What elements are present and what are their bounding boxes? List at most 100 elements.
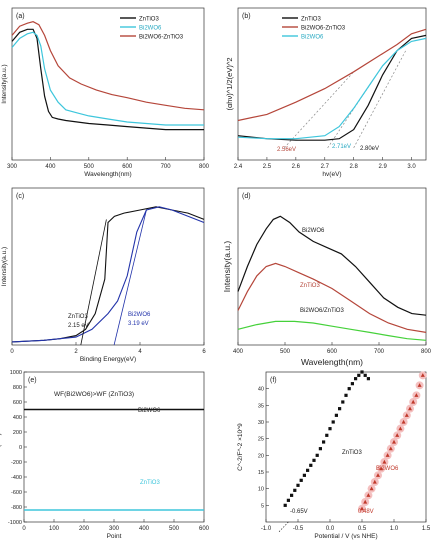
panel-label: (c) xyxy=(16,193,24,200)
panel-label: (e) xyxy=(28,377,37,384)
plot-frame xyxy=(11,7,205,161)
panel-label: (b) xyxy=(242,13,251,20)
x-tick-label: 400 xyxy=(45,164,56,170)
data-point-biwo xyxy=(376,473,380,477)
panel-d: 400 500 600 700 800 Wavelength(nm) Intensity(a… xyxy=(222,187,431,367)
panel-label: (a) xyxy=(16,13,25,20)
y-axis-label: (αhν)^1/2(eV)^2 xyxy=(225,57,234,110)
y-tick-label: -400 xyxy=(11,475,22,481)
data-point-znti xyxy=(325,433,329,437)
y-tick-label: -1000 xyxy=(8,520,22,526)
data-point-biwo xyxy=(420,373,425,377)
series-line-composite xyxy=(11,21,205,111)
legend-entry: Bi2WO6 xyxy=(301,35,324,41)
panel-c: 0 2 4 6 Binding Energy(eV) Intensity(a.u.) (c)… xyxy=(1,187,206,363)
data-point-znti xyxy=(328,427,332,431)
data-point-biwo xyxy=(388,446,393,451)
x-tick-label: 700 xyxy=(374,349,385,355)
annotation-label: ZnTiO3 xyxy=(68,314,88,320)
tangent-line xyxy=(353,50,407,149)
series-line-biwo xyxy=(237,215,427,316)
panel-e: 0 100 200 300 400 500 600 -1000 -800 -600 -400 -200… xyxy=(0,370,210,540)
y-axis-label: Intensity(a.u.) xyxy=(1,247,8,286)
bandgap-annotation: 2.80eV xyxy=(360,146,379,152)
data-point-znti xyxy=(293,488,297,492)
x-tick-label: -1.0 xyxy=(261,526,272,532)
x-tick-label: 2.5 xyxy=(263,164,272,170)
data-point-znti xyxy=(357,373,361,377)
x-axis-label: Wavelength(nm) xyxy=(84,171,131,178)
panel-f: -1.0 -0.5 0.0 0.5 1.0 1.5 5 10 15 20 25 30 35 40 Poten… xyxy=(237,370,431,540)
data-point-biwo xyxy=(372,479,377,484)
data-point-znti xyxy=(286,498,290,502)
plot-frame xyxy=(237,7,427,161)
data-point-biwo xyxy=(404,413,409,417)
data-point-biwo xyxy=(414,393,419,397)
series-line-biwo xyxy=(237,37,427,140)
data-point-znti xyxy=(350,382,354,386)
annotation-value: 3.19 eV xyxy=(128,321,149,327)
data-point-znti xyxy=(338,407,342,411)
legend-entry: Bi2WO6 xyxy=(139,26,162,32)
y-axis-label: C^-2/F^-2 ×10^9 xyxy=(237,423,244,471)
data-point-znti xyxy=(312,458,316,462)
y-tick-label: -200 xyxy=(11,460,22,466)
y-tick-label: 20 xyxy=(258,453,264,459)
data-point-biwo xyxy=(369,486,374,491)
x-axis-label: Wavelength(nm) xyxy=(301,357,363,367)
annotation-value: 2.15 eV xyxy=(68,323,89,329)
y-tick-label: 800 xyxy=(13,385,22,391)
x-axis-label: Point xyxy=(107,533,122,540)
annotation-label: Bi2WO6 xyxy=(128,312,151,318)
onset-tangent xyxy=(113,209,147,346)
y-tick-label: 5 xyxy=(261,503,264,509)
data-point-biwo xyxy=(392,439,396,444)
data-point-znti xyxy=(360,370,364,374)
data-point-znti xyxy=(306,468,310,472)
x-tick-label: 4 xyxy=(138,349,142,355)
data-point-biwo xyxy=(366,493,371,497)
data-point-biwo xyxy=(401,419,406,424)
y-tick-label: 0 xyxy=(19,445,22,451)
x-tick-label: 600 xyxy=(199,526,210,532)
legend-entry: ZnTiO3 xyxy=(301,17,321,23)
legend-entry: ZnTiO3 xyxy=(139,17,159,23)
panel-b: 2.4 2.5 2.6 2.7 2.8 2.9 3.0 hv(eV) (αhν)^1/2(eV)… xyxy=(225,7,427,178)
legend-entry: Bi2WO6-ZnTiO3 xyxy=(139,35,184,41)
annotation: WF(Bi2WO6)>WF (ZnTiO3) xyxy=(54,391,134,398)
x-tick-label: 2.8 xyxy=(350,164,359,170)
data-point-biwo xyxy=(395,433,400,437)
intercept-annotation: 0.48V xyxy=(358,509,374,515)
data-point-znti xyxy=(302,473,306,477)
series-line-composite xyxy=(237,320,427,341)
y-tick-label: 600 xyxy=(13,400,22,406)
bandgap-annotation: 2.71eV xyxy=(332,144,351,150)
x-tick-label: 800 xyxy=(421,349,431,355)
x-tick-label: 600 xyxy=(122,164,133,170)
y-tick-label: 10 xyxy=(258,487,264,493)
data-point-znti xyxy=(347,387,351,391)
panel-a: 300 400 500 600 700 800 Wavelength(nm) Intensit… xyxy=(1,7,210,178)
y-tick-label: 40 xyxy=(258,387,264,393)
series-label: Bi2WO6 xyxy=(376,466,399,472)
data-point-znti xyxy=(344,393,348,397)
data-point-znti xyxy=(299,478,303,482)
x-tick-label: 2.9 xyxy=(378,164,387,170)
y-tick-label: 30 xyxy=(258,420,264,426)
x-tick-label: 400 xyxy=(139,526,150,532)
y-tick-label: -800 xyxy=(11,505,22,511)
data-point-znti xyxy=(366,377,370,381)
data-point-znti xyxy=(315,453,319,457)
data-point-biwo xyxy=(408,406,412,411)
x-tick-label: 2.6 xyxy=(292,164,301,170)
x-tick-label: 2.7 xyxy=(321,164,330,170)
data-point-biwo xyxy=(363,499,368,504)
x-tick-label: 500 xyxy=(84,164,95,170)
series-label: Bi2WO6 xyxy=(138,408,161,414)
x-tick-label: 500 xyxy=(169,526,180,532)
data-point-biwo xyxy=(411,399,416,404)
legend-entry: Bi2WO6-ZnTiO3 xyxy=(301,26,346,32)
x-tick-label: 600 xyxy=(327,349,338,355)
y-tick-label: 25 xyxy=(258,437,264,443)
